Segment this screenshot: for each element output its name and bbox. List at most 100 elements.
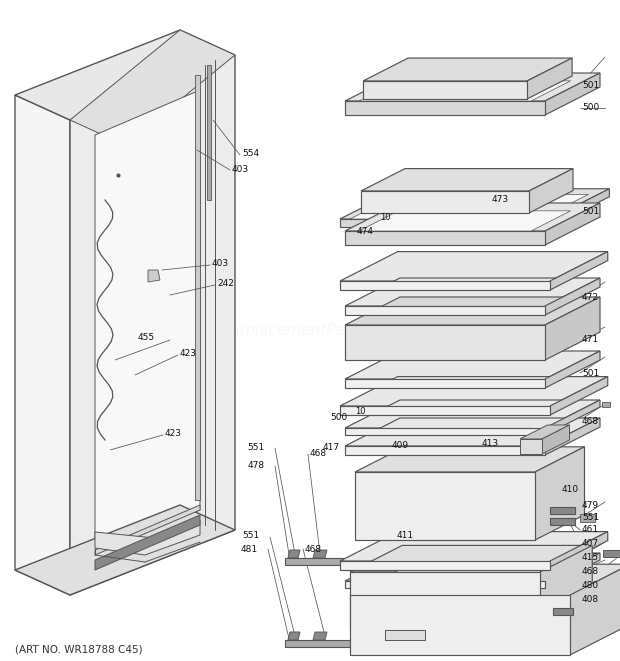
Text: 410: 410: [562, 485, 579, 494]
Polygon shape: [345, 297, 600, 325]
Polygon shape: [345, 428, 545, 435]
Text: 473: 473: [492, 196, 509, 204]
Polygon shape: [535, 447, 585, 540]
Polygon shape: [345, 446, 545, 455]
Polygon shape: [545, 278, 600, 315]
Polygon shape: [527, 58, 572, 99]
Polygon shape: [545, 351, 600, 388]
Polygon shape: [15, 95, 70, 595]
Polygon shape: [350, 545, 592, 572]
Text: eReplacementParts.com: eReplacementParts.com: [216, 323, 404, 338]
Polygon shape: [70, 30, 235, 145]
Text: 411: 411: [397, 531, 414, 539]
Polygon shape: [570, 564, 620, 655]
Polygon shape: [15, 30, 235, 120]
Text: 403: 403: [212, 260, 229, 268]
Text: 461: 461: [582, 525, 599, 535]
Polygon shape: [550, 377, 608, 415]
Polygon shape: [350, 564, 620, 595]
Polygon shape: [550, 518, 575, 525]
Polygon shape: [355, 447, 585, 472]
Polygon shape: [95, 505, 200, 555]
Text: 468: 468: [305, 545, 322, 553]
Polygon shape: [550, 189, 609, 227]
Polygon shape: [580, 514, 595, 522]
Text: 481: 481: [241, 545, 258, 553]
Polygon shape: [385, 630, 425, 640]
Polygon shape: [345, 306, 545, 315]
Polygon shape: [95, 90, 200, 555]
Polygon shape: [520, 439, 542, 454]
Polygon shape: [355, 472, 535, 540]
Polygon shape: [340, 561, 550, 570]
Polygon shape: [350, 194, 588, 219]
Text: 10: 10: [380, 212, 391, 221]
Text: 479: 479: [582, 500, 599, 510]
Polygon shape: [545, 203, 600, 245]
Text: (ART NO. WR18788 C45): (ART NO. WR18788 C45): [15, 645, 143, 655]
Text: 551: 551: [243, 531, 260, 541]
Polygon shape: [345, 278, 600, 306]
Polygon shape: [345, 101, 545, 115]
Text: 501: 501: [582, 369, 600, 379]
Polygon shape: [545, 73, 600, 115]
Polygon shape: [340, 281, 550, 290]
Polygon shape: [95, 515, 200, 570]
Polygon shape: [345, 581, 545, 588]
Text: 423: 423: [180, 350, 197, 358]
Polygon shape: [529, 169, 573, 213]
Polygon shape: [540, 545, 592, 627]
Polygon shape: [550, 252, 608, 290]
Polygon shape: [340, 531, 608, 561]
Polygon shape: [602, 402, 610, 407]
Text: 409: 409: [392, 442, 409, 451]
Text: 10: 10: [355, 407, 366, 416]
Text: 468: 468: [582, 566, 599, 576]
Text: 468: 468: [310, 449, 327, 459]
Text: 242: 242: [217, 280, 234, 288]
Polygon shape: [195, 75, 200, 500]
Text: 551: 551: [582, 514, 600, 522]
Polygon shape: [545, 553, 600, 588]
Polygon shape: [363, 81, 527, 99]
Polygon shape: [603, 550, 620, 557]
Polygon shape: [345, 325, 545, 360]
Text: 413: 413: [482, 438, 499, 447]
Text: 474: 474: [357, 227, 374, 237]
Polygon shape: [545, 400, 600, 435]
Polygon shape: [340, 189, 609, 219]
Text: 500: 500: [582, 104, 600, 112]
Polygon shape: [313, 550, 327, 558]
Text: 407: 407: [582, 539, 599, 547]
Text: 408: 408: [582, 596, 599, 605]
Polygon shape: [345, 553, 600, 581]
Polygon shape: [345, 73, 600, 101]
Polygon shape: [345, 379, 545, 388]
Polygon shape: [288, 550, 300, 558]
Polygon shape: [15, 505, 235, 595]
Polygon shape: [359, 211, 570, 231]
Text: 501: 501: [582, 81, 600, 91]
Text: 403: 403: [232, 165, 249, 175]
Polygon shape: [345, 400, 600, 428]
Polygon shape: [550, 531, 608, 570]
Polygon shape: [313, 632, 327, 640]
Text: 468: 468: [582, 416, 599, 426]
Text: 417: 417: [323, 442, 340, 451]
Polygon shape: [350, 595, 570, 655]
Polygon shape: [148, 270, 160, 282]
Text: 415: 415: [582, 553, 599, 561]
Text: 455: 455: [138, 334, 155, 342]
Polygon shape: [550, 507, 575, 514]
Polygon shape: [340, 406, 550, 415]
Text: 500: 500: [330, 414, 347, 422]
Polygon shape: [345, 351, 600, 379]
Text: 551: 551: [248, 442, 265, 451]
Polygon shape: [70, 55, 235, 595]
Polygon shape: [363, 58, 572, 81]
Polygon shape: [345, 231, 545, 245]
Polygon shape: [285, 558, 375, 565]
Polygon shape: [340, 219, 550, 227]
Text: 501: 501: [582, 206, 600, 215]
Polygon shape: [288, 632, 300, 640]
